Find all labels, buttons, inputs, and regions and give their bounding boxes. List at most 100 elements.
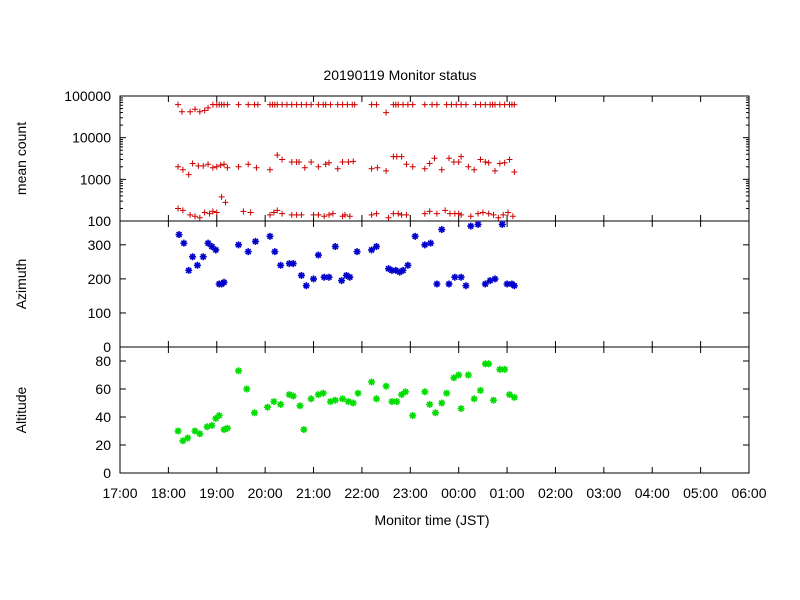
data-point	[373, 210, 380, 217]
data-point	[215, 412, 223, 420]
data-point	[223, 424, 231, 432]
data-point	[218, 193, 225, 200]
x-tick-label: 05:00	[683, 485, 718, 501]
data-point	[350, 158, 357, 165]
y-tick-label: 60	[95, 381, 111, 397]
data-point	[277, 400, 285, 408]
data-point	[457, 405, 465, 413]
data-point	[409, 163, 416, 170]
data-point	[189, 160, 196, 167]
x-tick-label: 02:00	[538, 485, 573, 501]
data-point	[220, 278, 228, 286]
data-point	[481, 280, 489, 288]
y-tick-label: 100	[88, 213, 112, 229]
data-point	[187, 211, 194, 218]
data-point	[479, 209, 486, 216]
data-point	[326, 398, 334, 406]
data-point	[266, 166, 273, 173]
data-point	[266, 232, 274, 240]
data-point	[383, 109, 390, 116]
data-point	[342, 271, 350, 279]
data-point	[458, 153, 465, 160]
data-point	[331, 243, 339, 251]
data-point	[401, 388, 409, 396]
data-point	[433, 280, 441, 288]
data-point	[315, 163, 322, 170]
data-point	[208, 243, 216, 251]
data-point	[251, 237, 259, 245]
data-point	[193, 261, 201, 269]
data-point	[217, 162, 224, 169]
data-point	[208, 421, 216, 429]
data-point	[302, 282, 310, 290]
data-point	[385, 214, 392, 221]
data-point	[251, 409, 259, 417]
data-point	[180, 239, 188, 247]
data-point	[431, 409, 439, 417]
data-point	[175, 231, 183, 239]
data-point	[477, 156, 484, 163]
data-point	[213, 163, 220, 170]
x-tick-label: 22:00	[344, 485, 379, 501]
data-point	[334, 165, 341, 172]
data-point	[368, 165, 375, 172]
data-point	[346, 273, 354, 281]
y-tick-label: 40	[95, 409, 111, 425]
data-point	[491, 167, 498, 174]
data-point	[298, 211, 305, 218]
data-point	[179, 207, 186, 214]
data-point	[433, 210, 440, 217]
data-point	[279, 210, 286, 217]
data-point	[467, 222, 475, 230]
data-point	[235, 241, 243, 249]
data-point	[427, 239, 435, 247]
data-point	[438, 166, 445, 173]
data-point	[247, 209, 254, 216]
data-point	[505, 391, 513, 399]
data-point	[244, 248, 252, 256]
data-point	[403, 161, 410, 168]
data-point	[354, 389, 362, 397]
data-point	[353, 248, 361, 256]
data-point	[338, 277, 346, 285]
x-axis: 17:00 18:00 19:00 20:00 21:00 22:00 23:00 00:00…	[102, 485, 766, 501]
data-point	[179, 437, 187, 445]
data-point	[455, 159, 462, 166]
x-tick-label: 03:00	[586, 485, 621, 501]
y-axis-label: Azimuth	[13, 259, 29, 310]
data-point	[296, 402, 304, 410]
data-point	[240, 208, 247, 215]
data-point	[174, 427, 182, 435]
data-point	[224, 164, 231, 171]
data-point	[383, 167, 390, 174]
data-point	[398, 391, 406, 399]
data-point	[329, 210, 336, 217]
data-point	[270, 398, 278, 406]
data-point	[470, 395, 478, 403]
data-point	[482, 159, 489, 166]
data-point	[462, 101, 469, 108]
data-point	[491, 275, 499, 283]
data-point	[270, 209, 277, 216]
data-point	[221, 161, 228, 168]
data-point	[285, 260, 293, 268]
data-point	[446, 155, 453, 162]
data-point	[212, 414, 220, 422]
x-tick-label: 00:00	[441, 485, 476, 501]
data-point	[204, 239, 212, 247]
data-point	[510, 393, 518, 401]
data-point	[511, 101, 518, 108]
data-point	[296, 159, 303, 166]
data-point	[277, 261, 285, 269]
y-tick-label: 300	[88, 237, 112, 253]
data-point	[179, 166, 186, 173]
data-point	[266, 211, 273, 218]
data-point	[421, 101, 428, 108]
data-point	[455, 371, 463, 379]
data-point	[426, 160, 433, 167]
data-point	[349, 399, 357, 407]
data-point	[467, 213, 474, 220]
data-point	[245, 101, 252, 108]
y-tick-label: 0	[103, 465, 111, 481]
